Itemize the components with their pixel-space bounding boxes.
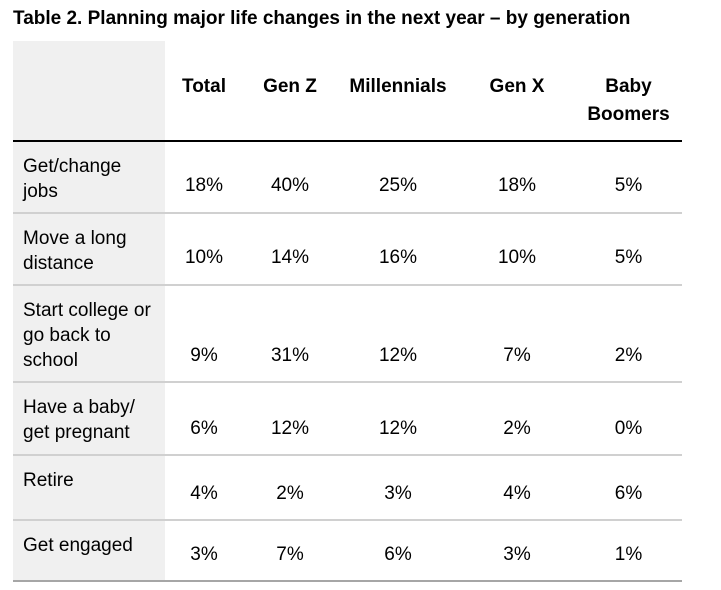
value-cell: 31% xyxy=(243,285,337,384)
value-cell: 4% xyxy=(459,455,575,522)
value-cell: 7% xyxy=(459,285,575,384)
table-body: Get/change jobs 18% 40% 25% 18% 5% Move a long… xyxy=(13,140,682,583)
value-cell: 2% xyxy=(575,285,682,384)
value-cell: 10% xyxy=(459,213,575,287)
row-label: Get engaged xyxy=(13,520,165,583)
value-cell: 10% xyxy=(165,213,243,287)
value-cell: 14% xyxy=(243,213,337,287)
table-row: Have a baby/ get pregnant 6% 12% 12% 2% 0% xyxy=(13,382,682,457)
header-row: Total Gen Z Millennials Gen X Baby Boome… xyxy=(13,40,682,142)
value-cell: 5% xyxy=(575,213,682,287)
value-cell: 16% xyxy=(337,213,459,287)
value-cell: 6% xyxy=(575,455,682,522)
table-row: Get/change jobs 18% 40% 25% 18% 5% xyxy=(13,140,682,215)
column-header-millennials: Millennials xyxy=(337,40,459,142)
value-cell: 2% xyxy=(243,455,337,522)
column-header-total: Total xyxy=(165,40,243,142)
value-cell: 12% xyxy=(243,382,337,457)
table-row: Start college or go back to school 9% 31% 1… xyxy=(13,285,682,384)
column-header-baby-boomers: Baby Boomers xyxy=(575,40,682,142)
column-header-gen-x: Gen X xyxy=(459,40,575,142)
value-cell: 18% xyxy=(165,140,243,215)
row-label: Start college or go back to school xyxy=(13,285,165,384)
value-cell: 12% xyxy=(337,382,459,457)
corner-cell xyxy=(13,40,165,142)
table-row: Retire 4% 2% 3% 4% 6% xyxy=(13,455,682,522)
value-cell: 40% xyxy=(243,140,337,215)
value-cell: 0% xyxy=(575,382,682,457)
value-cell: 12% xyxy=(337,285,459,384)
value-cell: 1% xyxy=(575,520,682,583)
value-cell: 9% xyxy=(165,285,243,384)
value-cell: 25% xyxy=(337,140,459,215)
value-cell: 2% xyxy=(459,382,575,457)
row-label: Retire xyxy=(13,455,165,522)
table-row: Move a long distance 10% 14% 16% 10% 5% xyxy=(13,213,682,287)
value-cell: 6% xyxy=(165,382,243,457)
table-title: Table 2. Planning major life changes in … xyxy=(13,8,631,29)
value-cell: 18% xyxy=(459,140,575,215)
value-cell: 3% xyxy=(165,520,243,583)
value-cell: 7% xyxy=(243,520,337,583)
table-header: Total Gen Z Millennials Gen X Baby Boome… xyxy=(13,40,682,142)
row-label: Get/change jobs xyxy=(13,140,165,215)
row-label: Move a long distance xyxy=(13,213,165,287)
generation-table: Total Gen Z Millennials Gen X Baby Boome… xyxy=(13,40,682,583)
value-cell: 4% xyxy=(165,455,243,522)
column-header-gen-z: Gen Z xyxy=(243,40,337,142)
value-cell: 5% xyxy=(575,140,682,215)
value-cell: 6% xyxy=(337,520,459,583)
value-cell: 3% xyxy=(337,455,459,522)
value-cell: 3% xyxy=(459,520,575,583)
table-row: Get engaged 3% 7% 6% 3% 1% xyxy=(13,520,682,583)
row-label: Have a baby/ get pregnant xyxy=(13,382,165,457)
